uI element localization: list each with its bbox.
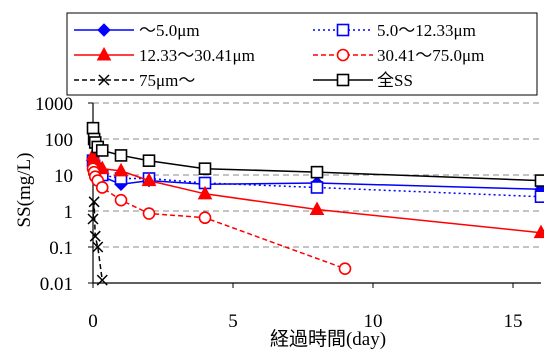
series-line: [92, 201, 103, 281]
data-point: [113, 162, 129, 177]
x-tick-label: 10: [364, 311, 383, 332]
y-tick-label: 100: [45, 130, 74, 151]
data-point: [87, 213, 99, 225]
data-point: [88, 196, 100, 208]
data-point: [310, 165, 324, 179]
x-tick-label: 0: [88, 311, 98, 332]
legend-item: 12.33～30.41μm: [74, 46, 255, 65]
series-5: [86, 121, 544, 187]
data-point: [534, 174, 544, 187]
data-point: [309, 201, 325, 216]
data-point: [142, 207, 156, 220]
data-point: [86, 121, 100, 135]
series-line: [92, 168, 346, 270]
legend-label: 全SS: [377, 71, 413, 90]
series-2: [85, 147, 544, 239]
axes: 0.01 0.1 1 10 100 1000 0 5 10 15: [35, 94, 541, 332]
series-layer: [85, 121, 544, 286]
legend-item: 75μm～: [74, 71, 195, 90]
data-point: [114, 193, 128, 207]
legend-label: ～5.0μm: [139, 21, 200, 40]
legend-marker: [336, 48, 350, 62]
legend-marker: [336, 73, 350, 87]
data-point: [310, 181, 324, 194]
data-point: [533, 224, 544, 239]
y-axis-title: SS(mg/L): [14, 153, 35, 228]
legend-box: [66, 12, 538, 96]
legend-marker: [96, 46, 112, 61]
y-tick-label: 1000: [35, 94, 73, 115]
legend-label: 12.33～30.41μm: [139, 46, 255, 65]
legend-marker: [97, 23, 111, 37]
legend-item: ～5.0μm: [74, 21, 200, 40]
x-tick-label: 15: [504, 311, 523, 332]
y-tick-label: 0.1: [49, 238, 73, 259]
data-point: [198, 162, 212, 175]
data-point: [95, 181, 109, 194]
legend-item: 30.41～75.0μm: [313, 46, 484, 65]
y-tick-label: 0.01: [40, 274, 73, 295]
legend-item: 全SS: [313, 71, 413, 90]
data-point: [534, 190, 544, 203]
data-point: [95, 144, 109, 157]
data-point: [89, 230, 101, 242]
y-tick-label: 10: [54, 166, 73, 187]
legend-marker: [336, 23, 350, 37]
series-3: [86, 162, 352, 275]
data-point: [198, 211, 212, 225]
legend-marker: [98, 74, 110, 86]
data-point: [92, 241, 104, 253]
legend-item: 5.0～12.33μm: [313, 21, 476, 40]
data-point: [96, 274, 108, 286]
series-4: [87, 196, 108, 286]
data-point: [338, 262, 352, 275]
legend-label: 30.41～75.0μm: [377, 46, 484, 65]
y-tick-label: 1: [64, 202, 74, 223]
data-point: [142, 154, 156, 167]
legend-label: 75μm～: [139, 71, 195, 90]
x-axis-title: 経過時間(day): [270, 328, 386, 350]
data-point: [197, 185, 213, 200]
legend: ～5.0μm 5.0～12.33μm 12.33～30.41μm 30.41～75.0…: [74, 21, 484, 90]
data-point: [141, 172, 157, 187]
data-point: [114, 149, 128, 162]
x-tick-label: 5: [228, 311, 238, 332]
legend-label: 5.0～12.33μm: [377, 21, 476, 40]
